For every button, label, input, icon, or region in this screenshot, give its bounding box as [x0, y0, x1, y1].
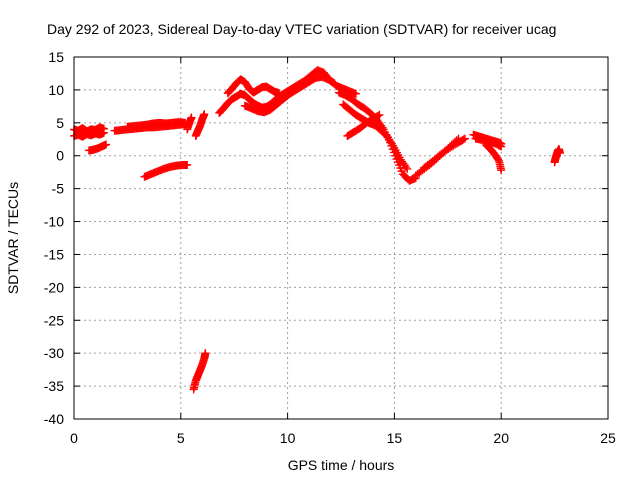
x-tick-label: 15	[387, 430, 403, 446]
y-tick-label: -5	[52, 181, 65, 197]
series-arc-t	[471, 134, 506, 151]
series-arc-r	[420, 134, 469, 172]
series-arc-k	[223, 75, 284, 98]
y-tick-labels: -40 -35 -30 -25 -20 -15 -10 -5 0 5 10 15	[44, 49, 64, 427]
y-tick-label: -15	[44, 246, 64, 262]
y-axis-label: SDTVAR / TECUs	[5, 182, 21, 294]
data-points	[70, 66, 564, 394]
x-tick-labels: 0 5 10 15 20 25	[70, 430, 616, 446]
grid-lines	[74, 57, 608, 419]
data-point	[351, 89, 360, 98]
y-tick-label: 10	[48, 82, 64, 98]
data-point	[403, 164, 412, 173]
plot-frame	[73, 56, 609, 420]
series-arc-u	[482, 141, 506, 175]
x-tick-label: 20	[493, 430, 509, 446]
data-point	[497, 166, 506, 175]
series-arc-m	[275, 66, 360, 101]
data-point	[460, 134, 469, 143]
series-arc-p	[343, 110, 384, 140]
series-arc-f	[140, 160, 192, 181]
data-point	[401, 163, 410, 172]
y-tick-label: 5	[56, 115, 64, 131]
y-tick-label: -25	[44, 312, 64, 328]
x-tick-label: 5	[177, 430, 185, 446]
data-point	[200, 110, 209, 119]
x-tick-label: 0	[70, 430, 78, 446]
data-point	[99, 128, 108, 137]
data-point	[183, 160, 192, 169]
y-tick-label: 0	[56, 148, 64, 164]
chart-title: Day 292 of 2023, Sidereal Day-to-day VTE…	[47, 21, 556, 37]
x-axis-label: GPS time / hours	[288, 457, 395, 473]
y-tick-label: -35	[44, 378, 64, 394]
series-arc-o	[339, 100, 412, 173]
data-point	[374, 111, 383, 120]
axis-ticks	[73, 56, 609, 420]
data-point	[555, 149, 564, 158]
y-tick-label: -10	[44, 214, 64, 230]
data-point	[459, 135, 468, 144]
data-point	[201, 349, 210, 358]
x-tick-label: 25	[600, 430, 616, 446]
series-arc-i	[189, 349, 210, 394]
data-point	[375, 110, 384, 119]
series-arc-v	[550, 145, 564, 167]
data-point	[497, 142, 506, 151]
y-tick-label: 15	[48, 49, 64, 65]
series-arc-c	[84, 140, 111, 155]
data-point	[187, 113, 196, 122]
x-tick-label: 10	[280, 430, 296, 446]
series-arc-h	[191, 110, 209, 140]
series-arc-g	[183, 113, 196, 134]
y-tick-label: -30	[44, 345, 64, 361]
y-tick-label: -20	[44, 279, 64, 295]
series-arc-e	[123, 118, 190, 131]
data-point	[102, 140, 111, 149]
y-tick-label: -40	[44, 411, 64, 427]
